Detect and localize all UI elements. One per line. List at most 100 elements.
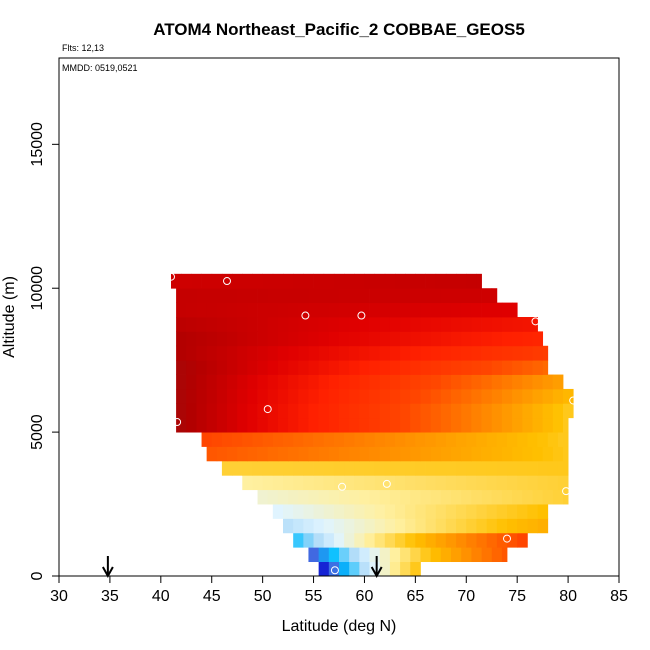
heatmap-cell bbox=[288, 317, 299, 332]
heatmap-cell bbox=[303, 532, 314, 548]
heatmap-cell bbox=[354, 460, 365, 476]
heatmap-cell bbox=[272, 460, 284, 476]
heatmap-cell bbox=[471, 331, 482, 347]
heatmap-cell bbox=[451, 374, 462, 390]
heatmap-cell bbox=[288, 374, 299, 390]
heatmap-cell bbox=[257, 302, 269, 318]
heatmap-cell bbox=[298, 345, 309, 361]
heatmap-cell bbox=[384, 273, 396, 289]
heatmap-cell bbox=[339, 446, 350, 462]
heatmap-cell bbox=[186, 417, 197, 433]
heatmap-cell bbox=[298, 302, 309, 318]
flight-marker-arrow bbox=[101, 556, 114, 579]
heatmap-cell bbox=[201, 432, 213, 447]
heatmap-cell bbox=[552, 374, 564, 390]
heatmap-cell bbox=[461, 446, 472, 462]
heatmap-cell bbox=[476, 432, 488, 447]
heatmap-cell bbox=[318, 288, 330, 304]
heatmap-cell bbox=[384, 532, 396, 548]
heatmap-cell bbox=[196, 317, 208, 332]
heatmap-cell bbox=[283, 475, 294, 491]
heatmap-cell bbox=[328, 317, 340, 332]
heatmap-cell bbox=[257, 374, 269, 390]
sample-point bbox=[531, 317, 540, 326]
heatmap-cell bbox=[247, 302, 258, 318]
heatmap-cell bbox=[171, 273, 182, 289]
heatmap-cell bbox=[283, 273, 294, 289]
heatmap-cell bbox=[471, 302, 482, 318]
heatmap-cell bbox=[456, 504, 467, 519]
heatmap-cell bbox=[395, 518, 406, 534]
heatmap-cell bbox=[445, 460, 457, 476]
heatmap-cell bbox=[288, 302, 299, 318]
heatmap-cell bbox=[176, 331, 187, 347]
heatmap-cell bbox=[430, 302, 442, 318]
heatmap-cell bbox=[400, 331, 411, 347]
heatmap-cell bbox=[339, 417, 350, 433]
heatmap-cell bbox=[374, 504, 386, 519]
heatmap-cell bbox=[563, 446, 569, 462]
heatmap-cell bbox=[400, 417, 411, 433]
heatmap-cell bbox=[405, 475, 416, 491]
heatmap-cell bbox=[435, 460, 447, 476]
heatmap-cell bbox=[451, 446, 462, 462]
heatmap-cell bbox=[288, 345, 299, 361]
heatmap-cell bbox=[333, 273, 345, 289]
heatmap-cell bbox=[563, 403, 574, 419]
heatmap-cell bbox=[466, 518, 477, 534]
heatmap-cell bbox=[471, 317, 482, 332]
heatmap-cell bbox=[323, 532, 335, 548]
heatmap-cell bbox=[384, 432, 396, 447]
heatmap-cell bbox=[267, 374, 279, 390]
heatmap-cell bbox=[537, 504, 549, 519]
heatmap-cell bbox=[400, 317, 411, 332]
heatmap-cell bbox=[308, 360, 320, 375]
heatmap-cell bbox=[359, 345, 370, 361]
heatmap-cell bbox=[471, 345, 482, 361]
heatmap-cell bbox=[410, 403, 421, 419]
heatmap-cell bbox=[267, 446, 279, 462]
heatmap-cell bbox=[440, 403, 452, 419]
heatmap-cell bbox=[247, 446, 258, 462]
heatmap-cell bbox=[461, 360, 472, 375]
heatmap-cell bbox=[308, 317, 320, 332]
heatmap-cell bbox=[461, 547, 472, 563]
heatmap-cell bbox=[491, 302, 503, 318]
heatmap-cell bbox=[252, 273, 264, 289]
heatmap-cell bbox=[507, 475, 518, 491]
heatmap-cell bbox=[430, 388, 442, 404]
sample-point bbox=[173, 418, 182, 427]
heatmap-cell bbox=[186, 288, 197, 304]
heatmap-cell bbox=[328, 345, 340, 361]
heatmap-cell bbox=[379, 374, 391, 390]
heatmap-cell bbox=[374, 273, 386, 289]
heatmap-cell bbox=[176, 417, 187, 433]
heatmap-cell bbox=[227, 345, 238, 361]
heatmap-cell bbox=[395, 532, 406, 548]
heatmap-cell bbox=[359, 360, 370, 375]
heatmap-cell bbox=[486, 475, 498, 491]
heatmap-cell bbox=[247, 345, 258, 361]
heatmap-cell bbox=[527, 460, 538, 476]
heatmap-cell bbox=[323, 475, 335, 491]
heatmap-cell bbox=[532, 374, 544, 390]
heatmap-cell bbox=[522, 417, 533, 433]
heatmap-cell bbox=[389, 288, 401, 304]
heatmap-cell bbox=[496, 518, 508, 534]
heatmap-cell bbox=[318, 317, 330, 332]
heatmap-cell bbox=[344, 475, 355, 491]
x-axis: 30 35 40 45 50 55 60 65 70 75 80 85 bbox=[50, 576, 628, 605]
heatmap-cell bbox=[247, 331, 258, 347]
heatmap-cell bbox=[277, 446, 289, 462]
heatmap-cell bbox=[557, 460, 569, 476]
heatmap-cell bbox=[532, 417, 544, 433]
heatmap-cell bbox=[451, 489, 462, 505]
heatmap-cell bbox=[476, 273, 482, 289]
heatmap-cell bbox=[323, 273, 335, 289]
heatmap-cell bbox=[349, 388, 360, 404]
heatmap-cell bbox=[389, 317, 401, 332]
heatmap-cell bbox=[232, 460, 243, 476]
heatmap-cell bbox=[339, 374, 350, 390]
heatmap-cell bbox=[221, 273, 233, 289]
heatmap-cell bbox=[425, 432, 437, 447]
